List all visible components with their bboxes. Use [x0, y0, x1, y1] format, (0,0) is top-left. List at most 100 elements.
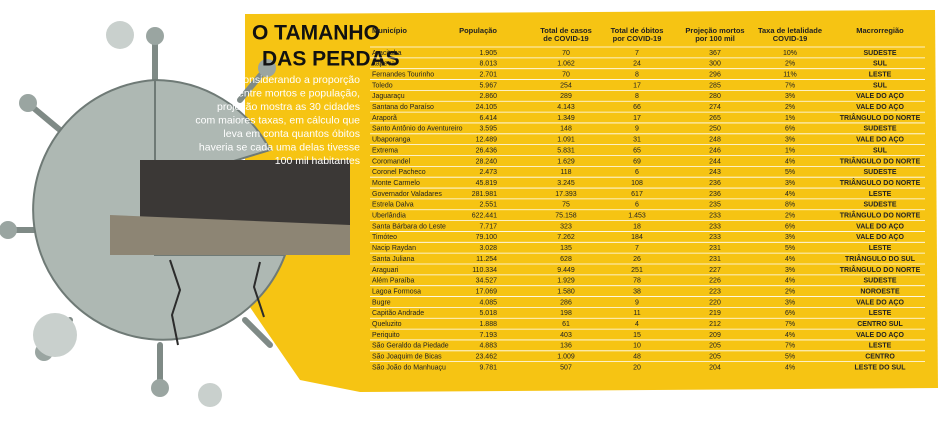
cell: 23.462	[476, 354, 498, 361]
cell: Jaguaraçu	[372, 93, 405, 100]
cell: 2%	[785, 288, 795, 295]
cell: 2.860	[479, 93, 497, 100]
column-header: Total de óbitos	[611, 26, 664, 35]
cell: 212	[709, 321, 721, 328]
cell: 233	[709, 213, 721, 220]
cell: 8	[635, 93, 639, 100]
cell: 220	[709, 299, 721, 306]
cell: 289	[560, 93, 572, 100]
column-header: População	[459, 26, 497, 35]
cell: 8%	[785, 202, 795, 209]
cell: 251	[631, 267, 643, 274]
cell: Fernandes Tourinho	[372, 71, 434, 78]
cell: SUDESTE	[863, 50, 896, 57]
cell: 1.091	[557, 137, 575, 144]
cell: 20	[633, 364, 641, 371]
cell: 8.013	[479, 61, 497, 68]
column-header: Município	[372, 26, 407, 35]
cell: 403	[560, 332, 572, 339]
cell: 233	[709, 234, 721, 241]
cell: VALE DO AÇO	[856, 299, 904, 306]
cell: TRIÂNGULO DO NORTE	[840, 265, 921, 274]
cell: Santana do Paraíso	[372, 104, 434, 111]
cell: 227	[709, 267, 721, 274]
cell: 3.028	[479, 245, 497, 252]
cell: 148	[560, 126, 572, 133]
cell: São Joaquim de Bicas	[372, 354, 442, 361]
title: DAS PERDAS	[262, 48, 400, 71]
cell: 17.393	[555, 191, 577, 198]
cell: 8	[635, 71, 639, 78]
cell: 24.105	[476, 104, 498, 111]
cell: 3.245	[557, 180, 575, 187]
cell: Monte Carmelo	[372, 180, 420, 187]
cell: VALE DO AÇO	[856, 93, 904, 100]
cell: 1.062	[557, 61, 575, 68]
cell: 48	[633, 354, 641, 361]
cell: SUL	[873, 61, 888, 68]
cell: 244	[709, 158, 721, 165]
cell: 70	[562, 71, 570, 78]
cell: TRIÂNGULO DO NORTE	[840, 178, 921, 187]
intro-line: entre mortos e população,	[238, 87, 360, 99]
cell: 4.085	[479, 299, 497, 306]
cell: 5.967	[479, 82, 497, 89]
cell: 1%	[785, 115, 795, 122]
cell: 1.580	[557, 288, 575, 295]
cell: 11%	[783, 71, 797, 78]
cell: 135	[560, 245, 572, 252]
cell: 110.334	[472, 267, 497, 274]
cell: LESTE	[869, 343, 892, 350]
cell: TRIÂNGULO DO NORTE	[840, 113, 921, 122]
cell: 79.100	[476, 234, 498, 241]
cell: 24	[633, 61, 641, 68]
cell: 26	[633, 256, 641, 263]
intro-line: leva em conta quantos óbitos	[223, 128, 360, 140]
column-header: por COVID-19	[613, 34, 662, 43]
cell: Queluzito	[372, 321, 402, 328]
cell: NOROESTE	[860, 288, 900, 295]
cell: SUL	[873, 147, 888, 154]
cell: 4%	[785, 278, 795, 285]
cell: 246	[709, 147, 721, 154]
cell: 108	[631, 180, 643, 187]
cell: Além Paraíba	[372, 278, 415, 285]
cell: 507	[560, 364, 572, 371]
cell: 280	[709, 93, 721, 100]
cell: 9.449	[557, 267, 575, 274]
cell: 17	[633, 115, 641, 122]
cell: 281.981	[472, 191, 497, 198]
cell: SUDESTE	[863, 278, 896, 285]
column-header: Total de casos	[540, 26, 592, 35]
cell: Lagoa Formosa	[372, 288, 421, 295]
cell: 4%	[785, 256, 795, 263]
cell: 6%	[785, 223, 795, 230]
cell: Coronel Pacheco	[372, 169, 426, 176]
cell: VALE DO AÇO	[856, 104, 904, 111]
cell: Bugre	[372, 299, 391, 306]
intro-line: projeção mostra as 30 cidades	[217, 101, 360, 113]
cell: 231	[709, 245, 721, 252]
cell: Timóteo	[372, 234, 397, 241]
column-header: Taxa de letalidade	[758, 26, 822, 35]
cell: Extrema	[372, 147, 398, 154]
cell: 78	[633, 278, 641, 285]
cell: 5%	[785, 245, 795, 252]
cell: 4.143	[557, 104, 575, 111]
cell: 5.018	[479, 310, 497, 317]
cell: 75	[562, 202, 570, 209]
cell: 9.781	[479, 364, 497, 371]
cell: São Geraldo da Piedade	[372, 343, 449, 350]
cell: 1.888	[479, 321, 497, 328]
cell: Toledo	[372, 82, 393, 89]
cell: 2.701	[479, 71, 497, 78]
cell: 7	[635, 245, 639, 252]
cell: LESTE	[869, 71, 892, 78]
cell: 6%	[785, 126, 795, 133]
cell: 28.240	[476, 158, 498, 165]
cell: 26.436	[476, 147, 498, 154]
cell: 7%	[785, 82, 795, 89]
cell: 219	[709, 310, 721, 317]
cell: 184	[631, 234, 643, 241]
